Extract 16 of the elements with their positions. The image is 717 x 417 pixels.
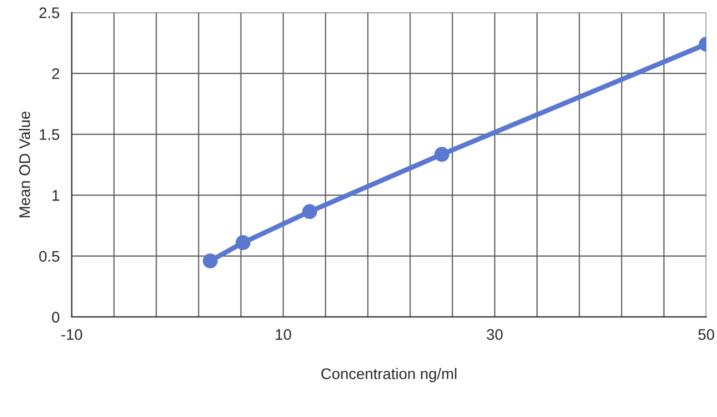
y-tick-label: 1 (52, 190, 60, 201)
x-axis-title: Concentration ng/ml (321, 368, 456, 382)
y-tick-label: 2 (52, 68, 60, 79)
point (202, 253, 218, 268)
point (434, 146, 450, 162)
x-tick-label: 10 (276, 329, 292, 340)
x-tick-label: 50 (698, 329, 714, 340)
y-axis-title: Mean OD Value (18, 112, 30, 218)
y-tick-label: 2.5 (39, 7, 60, 18)
point (236, 235, 250, 250)
y-tick-label: 1.5 (40, 129, 60, 140)
point (302, 204, 318, 220)
x-tick-label: 30 (486, 329, 503, 340)
y-tick-label: 0 (52, 312, 60, 323)
x-tick-label: -10 (61, 329, 82, 340)
y-tick-label: 0.5 (39, 250, 60, 262)
